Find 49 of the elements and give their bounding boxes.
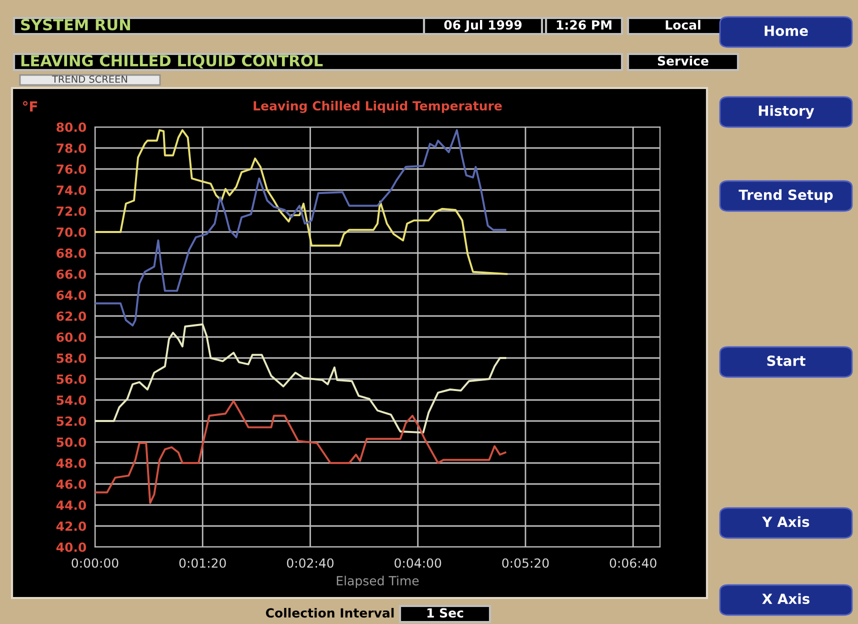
x-axis-title: Elapsed Time [336, 576, 419, 588]
y-tick-label: 60.0 [56, 332, 86, 342]
x-tick-label: 0:00:00 [72, 558, 118, 568]
y-tick-label: 50.0 [56, 437, 86, 447]
text: Local [666, 20, 700, 30]
y-tick-label: 66.0 [56, 269, 86, 279]
y-tick-label: 58.0 [56, 353, 86, 363]
y-tick-label: 54.0 [56, 395, 86, 405]
y-tick-label: 68.0 [56, 248, 86, 258]
line-series [95, 323, 506, 434]
y-tick-label: 40.0 [56, 542, 86, 552]
text: Home [764, 26, 808, 36]
x-tick-label: 0:01:20 [179, 558, 226, 568]
text: 1:26 PM [556, 20, 612, 30]
y-tick-label: 72.0 [56, 206, 86, 216]
y-tick-label: 64.0 [56, 290, 86, 300]
y-tick-label: 74.0 [56, 185, 86, 195]
text: Start [767, 356, 806, 366]
text: LEAVING CHILLED LIQUID CONTROL [21, 54, 323, 68]
line-series [95, 129, 506, 326]
y-tick-label: 48.0 [56, 458, 86, 468]
text: 1 Sec [427, 608, 464, 618]
line-series [95, 400, 506, 504]
line-series [95, 129, 508, 275]
x-tick-label: 0:02:40 [286, 558, 334, 568]
y-tick-label: 56.0 [56, 374, 86, 384]
text: Collection Interval [266, 608, 394, 618]
y-tick-label: 42.0 [56, 521, 86, 531]
text: Service [658, 56, 708, 66]
text: History [758, 105, 814, 119]
x-tick-label: 0:05:20 [502, 558, 549, 568]
text: Trend Setup [738, 189, 833, 203]
text: X Axis [762, 593, 810, 604]
y-tick-label: 70.0 [56, 227, 86, 237]
text: TREND SCREEN [52, 75, 128, 83]
text: 06 Jul 1999 [444, 20, 522, 32]
y-tick-label: 62.0 [56, 311, 86, 321]
text: Y Axis [762, 516, 810, 528]
chart-title: Leaving Chilled Liquid Temperature [254, 100, 502, 114]
y-tick-label: 44.0 [56, 500, 86, 510]
y-tick-label: 52.0 [56, 416, 86, 426]
y-tick-label: 46.0 [56, 479, 86, 489]
y-tick-label: 78.0 [56, 143, 86, 153]
text: SYSTEM RUN [21, 18, 130, 30]
y-tick-label: 76.0 [56, 164, 86, 174]
x-tick-label: 0:06:40 [610, 558, 656, 568]
x-tick-label: 0:04:00 [394, 558, 442, 568]
y-axis-title: °F [23, 101, 38, 112]
y-tick-label: 80.0 [56, 122, 86, 132]
